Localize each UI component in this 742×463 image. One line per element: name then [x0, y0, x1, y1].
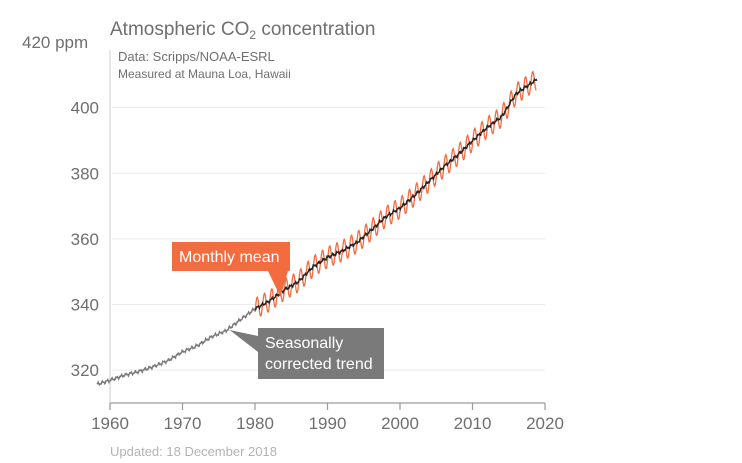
x-tick-label-2000: 2000 — [381, 414, 419, 433]
monthly-mean-callout-pointer — [268, 271, 288, 297]
trend-line-early — [96, 306, 256, 387]
x-tick-label-1990: 1990 — [309, 414, 347, 433]
monthly-mean-callout-box — [172, 242, 290, 271]
x-tick-label-2010: 2010 — [454, 414, 492, 433]
monthly-mean-line — [254, 70, 537, 317]
y-tick-label-320: 320 — [71, 361, 99, 380]
grid — [112, 107, 545, 371]
monthly-mean-label: Monthly mean — [179, 249, 280, 266]
x-tick-label-1980: 1980 — [236, 414, 274, 433]
trend-label-line2: corrected trend — [265, 356, 373, 373]
chart-title: Atmospheric CO2 concentration — [110, 19, 375, 42]
trend-label-line1: Seasonally — [265, 335, 343, 352]
x-tick-label-1970: 1970 — [164, 414, 202, 433]
y-tick-label-400: 400 — [71, 99, 99, 118]
measurement-location-text: Measured at Mauna Loa, Hawaii — [118, 67, 291, 81]
y-tick-label-360: 360 — [71, 230, 99, 249]
series — [96, 70, 538, 387]
axes: 320 340 360 380 400 420 ppm 1960 1970 1980 1990 20… — [22, 33, 564, 433]
updated-date-text: Updated: 18 December 2018 — [110, 444, 277, 459]
monthly-mean-callout: Monthly mean — [172, 242, 290, 297]
trend-line — [254, 77, 538, 311]
trend-callout-pointer — [229, 330, 258, 352]
trend-callout: Seasonally corrected trend — [229, 328, 384, 379]
x-tick-label-2020: 2020 — [526, 414, 564, 433]
y-tick-label-340: 340 — [71, 296, 99, 315]
data-source-text: Data: Scripps/NOAA-ESRL — [118, 49, 275, 64]
y-tick-label-420: 420 ppm — [22, 33, 88, 52]
x-tick-label-1960: 1960 — [91, 414, 129, 433]
trend-callout-box — [258, 328, 384, 379]
y-tick-label-380: 380 — [71, 164, 99, 183]
